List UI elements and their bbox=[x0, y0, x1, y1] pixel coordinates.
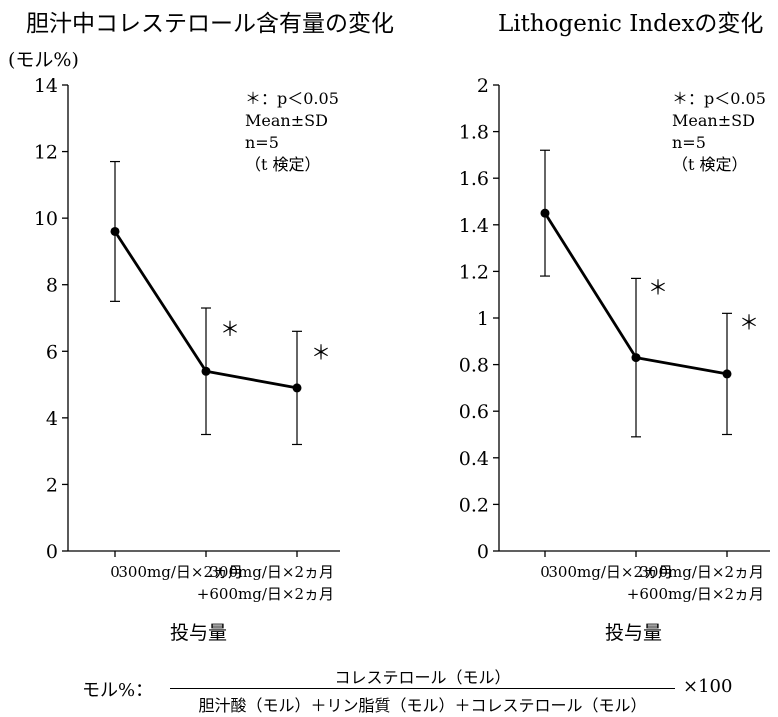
chart1-x-tick-label: 0 bbox=[110, 563, 120, 581]
chart1-y-tick-label: 8 bbox=[46, 275, 58, 297]
formula-multiplier: ×100 bbox=[683, 676, 733, 697]
chart2-y-tick-label: 0.8 bbox=[459, 355, 489, 377]
chart1-annotation: Mean±SD bbox=[245, 111, 328, 130]
chart1-significance-marker: ＊ bbox=[311, 340, 331, 364]
charts-svg: 024681012140300mg/日×2ヵ月300mg/日×2ヵ月+600mg… bbox=[8, 49, 770, 603]
chart1-x-tick-label: +600mg/日×2ヵ月 bbox=[197, 585, 334, 603]
chart2-x-tick-label: 300mg/日×2ヵ月 bbox=[639, 563, 764, 581]
chart2-annotation: n=5 bbox=[672, 133, 706, 152]
chart1-y-tick-label: 12 bbox=[34, 142, 58, 164]
chart2-y-tick-label: 0.4 bbox=[459, 448, 489, 470]
chart2-annotation: （t 検定） bbox=[672, 155, 748, 174]
chart2-data-point bbox=[631, 353, 641, 363]
chart2-x-tick-label: 300mg/日×2ヵ月 bbox=[548, 563, 673, 581]
chart2-data-point bbox=[722, 369, 732, 379]
chart2-title: Lithogenic Indexの変化 bbox=[498, 11, 764, 37]
chart2-y-tick-label: 0.6 bbox=[459, 401, 489, 423]
chart1-x-tick-label: 300mg/日×2ヵ月 bbox=[209, 563, 334, 581]
chart1-xlabel: 投与量 bbox=[170, 622, 228, 644]
chart2-y-tick-label: 0.2 bbox=[459, 494, 489, 516]
chart1-data-point bbox=[110, 226, 120, 236]
chart1-annotation: （t 検定） bbox=[245, 155, 321, 174]
chart2-y-tick-label: 1.8 bbox=[459, 122, 489, 144]
chart2-xlabel: 投与量 bbox=[605, 622, 663, 644]
chart2-significance-marker: ＊ bbox=[739, 310, 759, 334]
chart2-y-tick-label: 1.6 bbox=[459, 168, 489, 190]
chart1-title: 胆汁中コレステロール含有量の変化 bbox=[26, 11, 394, 37]
chart1-data-point bbox=[292, 383, 302, 393]
chart2-x-tick-label: +600mg/日×2ヵ月 bbox=[627, 585, 764, 603]
chart1-data-point bbox=[201, 366, 211, 376]
chart1-y-tick-label: 10 bbox=[34, 208, 58, 230]
formula-numerator: コレステロール（モル） bbox=[334, 668, 511, 687]
chart2-y-tick-label: 1.2 bbox=[459, 261, 489, 283]
formula-denominator: 胆汁酸（モル）＋リン脂質（モル）＋コレステロール（モル） bbox=[198, 696, 647, 715]
chart1-annotation: n=5 bbox=[245, 133, 279, 152]
formula: モル%： コレステロール（モル） 胆汁酸（モル）＋リン脂質（モル）＋コレステロー… bbox=[0, 664, 778, 715]
chart1-y-axis-label: (モル%) bbox=[8, 49, 79, 71]
formula-fraction-bar bbox=[170, 688, 675, 689]
chart2-significance-marker: ＊ bbox=[648, 275, 668, 299]
chart2-y-tick-label: 1.4 bbox=[459, 215, 489, 237]
chart2-y-tick-label: 1 bbox=[477, 308, 489, 330]
chart1-y-tick-label: 14 bbox=[34, 75, 58, 97]
chart2-x-tick-label: 0 bbox=[540, 563, 550, 581]
chart1-significance-marker: ＊ bbox=[220, 317, 240, 341]
chart2-data-point bbox=[540, 208, 550, 218]
chart1-x-tick-label: 300mg/日×2ヵ月 bbox=[118, 563, 243, 581]
chart2-annotation: Mean±SD bbox=[672, 111, 755, 130]
chart2-y-tick-label: 2 bbox=[477, 75, 489, 97]
chart1-annotation: ＊：p＜0.05 bbox=[245, 89, 339, 108]
chart2-annotation: ＊：p＜0.05 bbox=[672, 89, 766, 108]
formula-prefix: モル%： bbox=[82, 680, 154, 701]
chart2-y-tick-label: 0 bbox=[477, 541, 489, 563]
chart1-y-tick-label: 4 bbox=[46, 408, 58, 430]
chart1-y-tick-label: 0 bbox=[46, 541, 58, 563]
chart1-y-tick-label: 2 bbox=[46, 474, 58, 496]
chart1-y-tick-label: 6 bbox=[46, 341, 58, 363]
